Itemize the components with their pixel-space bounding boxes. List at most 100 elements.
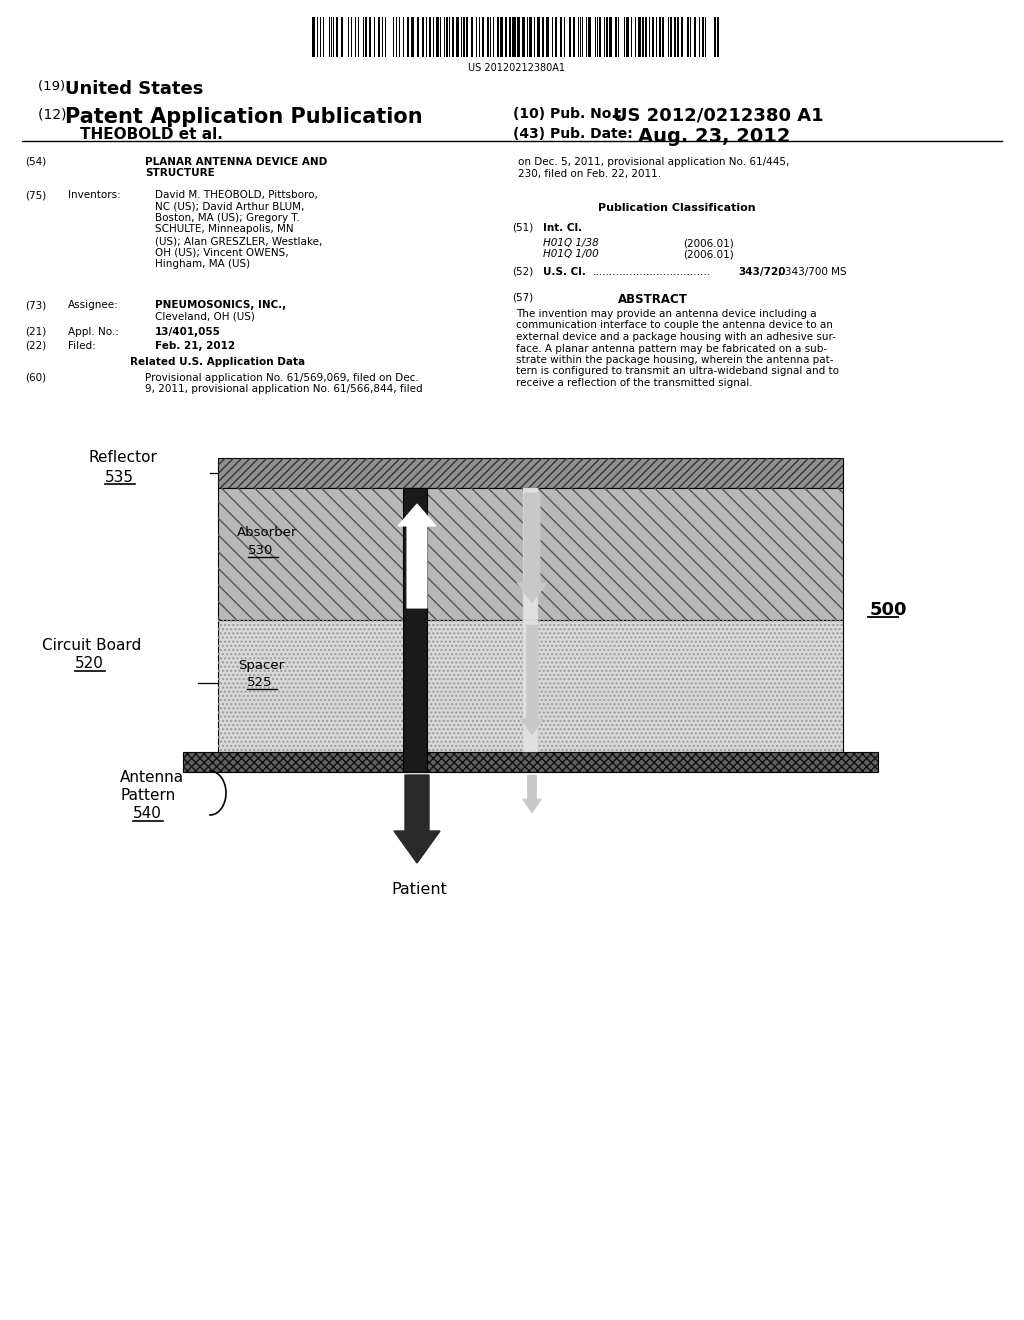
Text: 540: 540 (133, 807, 162, 821)
Bar (183, 752, 878, 772)
Text: Spacer: Spacer (238, 659, 284, 672)
Bar (523, 488, 538, 620)
Text: Reflector: Reflector (88, 450, 157, 466)
Text: (2006.01): (2006.01) (683, 238, 734, 248)
Bar (456, 17, 459, 57)
Text: STRUCTURE: STRUCTURE (145, 169, 215, 178)
Bar (500, 17, 503, 57)
Bar (497, 17, 499, 57)
Bar (463, 17, 465, 57)
Text: Related U.S. Application Data: Related U.S. Application Data (130, 356, 305, 367)
Text: on Dec. 5, 2011, provisional application No. 61/445,: on Dec. 5, 2011, provisional application… (518, 157, 790, 168)
Text: ; 343/700 MS: ; 343/700 MS (778, 267, 847, 277)
Text: (60): (60) (25, 374, 46, 383)
Text: (19): (19) (38, 81, 70, 92)
Text: (2006.01): (2006.01) (683, 249, 734, 260)
Bar (422, 17, 424, 57)
Text: Appl. No.:: Appl. No.: (68, 327, 119, 337)
Text: 530: 530 (248, 544, 273, 557)
Bar (316, 17, 318, 57)
Bar (655, 17, 657, 57)
Text: (43) Pub. Date:: (43) Pub. Date: (513, 127, 633, 141)
Text: 525: 525 (247, 676, 272, 689)
Bar (588, 17, 591, 57)
Bar (411, 17, 414, 57)
Text: 500: 500 (870, 601, 907, 619)
Text: 343/720: 343/720 (738, 267, 785, 277)
Bar (505, 17, 507, 57)
Bar (627, 17, 630, 57)
Bar (599, 17, 601, 57)
Text: Pattern: Pattern (120, 788, 175, 803)
Text: external device and a package housing with an adhesive sur-: external device and a package housing wi… (516, 333, 836, 342)
Text: Aug. 23, 2012: Aug. 23, 2012 (638, 127, 791, 147)
Bar (183, 752, 878, 772)
Bar (652, 17, 654, 57)
Bar (670, 17, 672, 57)
Text: (54): (54) (25, 157, 46, 168)
Bar (674, 17, 676, 57)
Bar (336, 17, 338, 57)
Bar (429, 17, 431, 57)
Bar (609, 17, 612, 57)
Text: ABSTRACT: ABSTRACT (618, 293, 688, 306)
Bar (218, 458, 843, 488)
Text: (10) Pub. No.:: (10) Pub. No.: (513, 107, 632, 121)
Text: (21): (21) (25, 327, 46, 337)
FancyArrow shape (517, 492, 547, 603)
Text: 535: 535 (105, 470, 134, 484)
Text: Provisional application No. 61/569,069, filed on Dec.: Provisional application No. 61/569,069, … (145, 374, 419, 383)
Bar (218, 620, 843, 752)
Text: Boston, MA (US); Gregory T.: Boston, MA (US); Gregory T. (155, 213, 300, 223)
FancyArrow shape (522, 775, 542, 813)
Bar (677, 17, 679, 57)
Bar (560, 17, 562, 57)
Bar (546, 17, 549, 57)
Text: (12): (12) (38, 107, 71, 121)
Text: (73): (73) (25, 300, 46, 310)
Bar (466, 17, 468, 57)
Text: Inventors:: Inventors: (68, 190, 121, 201)
Text: Publication Classification: Publication Classification (598, 203, 756, 213)
Text: (75): (75) (25, 190, 46, 201)
Bar (638, 17, 641, 57)
Bar (718, 17, 720, 57)
Text: Int. Cl.: Int. Cl. (543, 223, 582, 234)
Text: United States: United States (65, 81, 204, 98)
Text: face. A planar antenna pattern may be fabricated on a sub-: face. A planar antenna pattern may be fa… (516, 343, 827, 354)
Bar (573, 17, 575, 57)
Text: strate within the package housing, wherein the antenna pat-: strate within the package housing, where… (516, 355, 834, 366)
Bar (218, 458, 843, 488)
Text: Assignee:: Assignee: (68, 300, 119, 310)
Text: US 2012/0212380 A1: US 2012/0212380 A1 (613, 107, 823, 125)
Bar (486, 17, 488, 57)
Bar (645, 17, 647, 57)
Bar (436, 17, 439, 57)
Text: communication interface to couple the antenna device to an: communication interface to couple the an… (516, 321, 833, 330)
Text: 230, filed on Feb. 22, 2011.: 230, filed on Feb. 22, 2011. (518, 169, 662, 178)
Bar (482, 17, 484, 57)
Bar (218, 620, 843, 752)
Text: U.S. Cl.: U.S. Cl. (543, 267, 586, 277)
Text: The invention may provide an antenna device including a: The invention may provide an antenna dev… (516, 309, 816, 319)
Text: David M. THEOBOLD, Pittsboro,: David M. THEOBOLD, Pittsboro, (155, 190, 317, 201)
Text: 520: 520 (75, 656, 103, 672)
Text: H01Q 1/38: H01Q 1/38 (543, 238, 599, 248)
Text: PNEUMOSONICS, INC.,: PNEUMOSONICS, INC., (155, 300, 287, 310)
Bar (694, 17, 695, 57)
Bar (681, 17, 683, 57)
Bar (509, 17, 511, 57)
Bar (512, 17, 515, 57)
Text: H01Q 1/00: H01Q 1/00 (543, 249, 599, 260)
Bar (521, 17, 524, 57)
Bar (523, 620, 538, 752)
Bar (714, 17, 716, 57)
Bar (517, 17, 520, 57)
Text: US 20120212380A1: US 20120212380A1 (469, 63, 565, 73)
Bar (568, 17, 570, 57)
Text: Hingham, MA (US): Hingham, MA (US) (155, 259, 250, 269)
Bar (642, 17, 644, 57)
Bar (379, 17, 380, 57)
Text: (57): (57) (512, 293, 534, 304)
Bar (403, 488, 427, 772)
